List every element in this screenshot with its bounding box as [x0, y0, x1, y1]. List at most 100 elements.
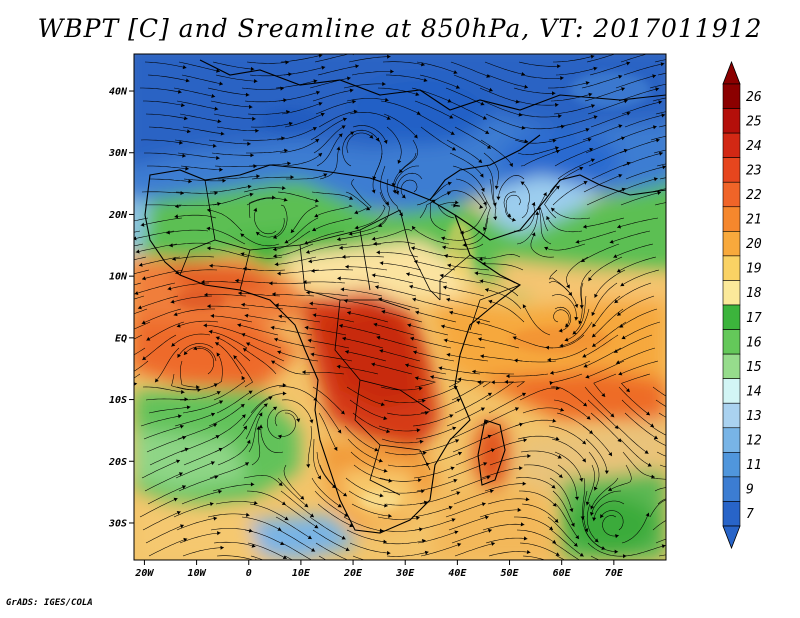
streamline — [348, 490, 388, 507]
streamline-arrow — [390, 562, 394, 566]
streamline-arrow — [698, 469, 701, 473]
streamline — [530, 232, 555, 258]
streamline-arrow — [608, 452, 612, 457]
streamline — [609, 230, 651, 244]
streamline — [180, 360, 200, 388]
streamline-arrow — [245, 92, 250, 97]
streamline-arrow — [185, 78, 190, 83]
streamline-arrow — [555, 102, 559, 107]
streamline — [455, 448, 496, 466]
border-layer — [179, 179, 521, 496]
streamline-arrow — [458, 451, 462, 456]
streamline-arrow — [210, 313, 214, 318]
streamline — [405, 364, 447, 375]
streamline-arrow — [288, 121, 293, 126]
streamline — [372, 152, 383, 194]
streamline-arrow — [575, 239, 580, 244]
streamline — [309, 303, 352, 310]
streamline-arrow — [312, 127, 317, 131]
streamline-arrow — [155, 378, 159, 383]
streamline-arrow — [386, 550, 391, 556]
streamline-arrow — [386, 116, 391, 120]
streamline-arrow — [558, 474, 563, 478]
streamline-arrow — [564, 337, 569, 342]
streamline-arrow — [282, 555, 287, 559]
streamline-arrow — [399, 169, 403, 173]
streamline-arrow — [174, 214, 179, 219]
streamline — [278, 386, 318, 402]
streamline-arrow — [590, 54, 595, 59]
streamline-arrow — [350, 131, 355, 136]
streamline — [591, 308, 624, 338]
streamline — [149, 448, 189, 466]
streamline-arrow — [282, 391, 287, 396]
streamline-arrow — [337, 276, 341, 281]
streamline — [414, 518, 456, 531]
streamline — [173, 503, 214, 518]
streamline — [173, 308, 215, 316]
streamline — [176, 320, 219, 328]
streamline — [655, 538, 666, 544]
streamline-arrow — [494, 185, 499, 190]
streamline — [582, 334, 619, 358]
streamline — [417, 386, 458, 401]
streamline-arrow — [235, 278, 239, 283]
streamline — [304, 230, 345, 245]
streamline-arrow — [316, 90, 320, 95]
streamline-arrow — [323, 173, 328, 178]
streamline — [209, 462, 250, 479]
streamline-arrow — [180, 103, 185, 108]
lat-tick-label: 30S — [108, 518, 127, 529]
streamline-arrow — [268, 396, 273, 401]
streamline-arrow — [274, 262, 279, 267]
streamline — [275, 80, 318, 89]
streamline-arrow — [218, 447, 223, 452]
streamline — [318, 412, 338, 451]
streamline-arrow — [342, 254, 346, 259]
streamline — [172, 256, 215, 260]
streamline — [245, 403, 268, 440]
streamline — [145, 113, 188, 120]
streamline-arrow — [307, 338, 312, 343]
streamline — [446, 353, 489, 362]
streamline-arrow — [379, 528, 384, 533]
streamline — [624, 114, 666, 128]
streamline — [176, 517, 218, 531]
streamline-arrow — [487, 434, 492, 439]
streamline — [617, 295, 655, 316]
streamline-arrow — [281, 501, 286, 505]
streamline-arrow — [246, 439, 251, 444]
streamline-arrow — [696, 68, 699, 72]
streamline-arrow — [338, 133, 343, 138]
streamline-arrow — [485, 130, 490, 134]
streamline-arrow — [485, 288, 489, 292]
streamline-arrow — [655, 138, 660, 143]
streamline — [134, 282, 176, 295]
streamline — [179, 113, 222, 123]
streamline — [548, 82, 590, 89]
streamline-arrow — [217, 531, 221, 536]
streamline-arrow — [531, 232, 536, 237]
streamline-arrow — [680, 494, 684, 498]
streamline-arrow — [600, 514, 604, 519]
streamline-arrow — [284, 148, 288, 153]
streamline — [451, 529, 492, 544]
streamline — [480, 407, 519, 427]
streamline-arrow — [481, 502, 486, 507]
streamline — [449, 421, 489, 440]
streamline-arrow — [409, 284, 413, 289]
streamline-arrow — [102, 250, 106, 254]
streamline-arrow — [524, 139, 529, 144]
streamline-arrow — [344, 513, 349, 517]
streamline — [618, 386, 651, 416]
streamline — [193, 347, 214, 375]
streamline — [587, 399, 619, 430]
streamline — [583, 347, 622, 368]
streamline-arrow — [623, 148, 628, 153]
streamline — [177, 343, 214, 358]
streamline — [553, 542, 580, 560]
streamline-arrow — [424, 550, 429, 555]
streamline — [319, 464, 348, 497]
streamline — [523, 464, 563, 479]
streamline-arrow — [107, 320, 111, 324]
